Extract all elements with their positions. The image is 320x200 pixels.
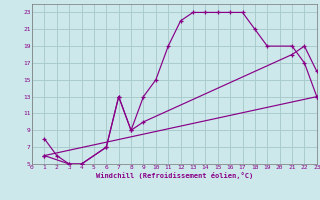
X-axis label: Windchill (Refroidissement éolien,°C): Windchill (Refroidissement éolien,°C)	[96, 172, 253, 179]
